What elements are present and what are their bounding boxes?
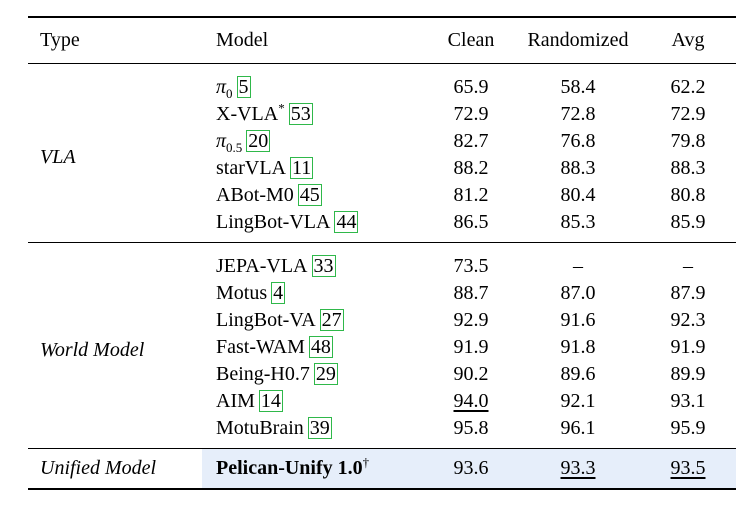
table-row: ABot-M0 45 81.2 80.4 80.8	[28, 182, 736, 209]
randomized-cell: 88.3	[560, 156, 596, 179]
avg-cell: 92.3	[670, 308, 706, 331]
avg-cell: 72.9	[670, 102, 706, 125]
model-cell: Being-H0.7 29	[216, 362, 338, 385]
avg-cell: –	[640, 241, 736, 280]
clean-cell: 88.2	[453, 156, 489, 179]
citation[interactable]: 27	[319, 308, 344, 331]
clean-cell: 73.5	[426, 241, 516, 280]
group-type-unified-model: Unified Model	[28, 447, 202, 490]
randomized-cell: 92.1	[560, 389, 596, 412]
citation[interactable]: 11	[289, 156, 314, 179]
citation[interactable]: 45	[297, 183, 322, 206]
header-row: Type Model Clean Randomized Avg	[28, 16, 736, 64]
clean-cell: 92.9	[453, 308, 489, 331]
citation[interactable]: 33	[311, 254, 336, 277]
randomized-cell: 80.4	[560, 183, 596, 206]
avg-cell: 89.9	[670, 362, 706, 385]
model-cell: π0 5	[216, 75, 251, 101]
citation[interactable]: 4	[271, 281, 286, 304]
clean-cell: 94.0	[453, 389, 489, 412]
citation[interactable]: 39	[307, 416, 332, 439]
clean-cell: 91.9	[453, 335, 489, 358]
avg-cell: 62.2	[670, 75, 706, 98]
citation[interactable]: 20	[246, 129, 271, 152]
table-row: X-VLA* 53 72.9 72.8 72.9	[28, 101, 736, 128]
model-cell: AIM 14	[216, 389, 283, 412]
table-row: Motus 4 88.7 87.0 87.9	[28, 280, 736, 307]
model-cell: π0.5 20	[216, 129, 271, 155]
avg-cell: 93.5	[640, 447, 736, 490]
randomized-cell: 91.6	[560, 308, 596, 331]
model-cell: Motus 4	[216, 281, 286, 304]
table-row: Fast-WAM 48 91.9 91.8 91.9	[28, 334, 736, 361]
model-cell: starVLA 11	[216, 156, 314, 179]
model-cell: X-VLA* 53	[216, 99, 313, 125]
citation[interactable]: 44	[334, 210, 359, 233]
table-row: LingBot-VLA 44 86.5 85.3 85.9	[28, 209, 736, 243]
model-cell: LingBot-VLA 44	[216, 210, 359, 233]
avg-cell: 80.8	[670, 183, 706, 206]
header-model: Model	[202, 16, 426, 64]
avg-cell: 91.9	[670, 335, 706, 358]
header-avg: Avg	[640, 16, 736, 64]
table-row: AIM 14 94.0 92.1 93.1	[28, 388, 736, 415]
model-cell: ABot-M0 45	[216, 183, 322, 206]
table-row: Being-H0.7 29 90.2 89.6 89.9	[28, 361, 736, 388]
results-table: Type Model Clean Randomized Avg VLA π0 5 …	[28, 16, 736, 490]
citation[interactable]: 14	[258, 389, 283, 412]
table-row: π0.5 20 82.7 76.8 79.8	[28, 128, 736, 155]
randomized-cell: –	[516, 241, 640, 280]
avg-cell: 95.9	[670, 416, 706, 439]
header-randomized: Randomized	[516, 16, 640, 64]
citation[interactable]: 5	[236, 75, 251, 98]
citation[interactable]: 53	[288, 102, 313, 125]
clean-cell: 65.9	[453, 75, 489, 98]
clean-cell: 82.7	[453, 129, 489, 152]
randomized-cell: 89.6	[560, 362, 596, 385]
citation[interactable]: 48	[308, 335, 333, 358]
clean-cell: 86.5	[453, 210, 489, 233]
avg-cell: 79.8	[670, 129, 706, 152]
randomized-cell: 87.0	[560, 281, 596, 304]
table-row: VLA π0 5 65.9 58.4 62.2	[28, 63, 736, 168]
avg-cell: 85.9	[670, 210, 706, 233]
clean-cell: 90.2	[453, 362, 489, 385]
table-row: Unified Model Pelican-Unify 1.0† 93.6 93…	[28, 447, 736, 490]
randomized-cell: 96.1	[560, 416, 596, 439]
randomized-cell: 93.3	[516, 447, 640, 490]
avg-cell: 87.9	[670, 281, 706, 304]
clean-cell: 93.6	[426, 447, 516, 490]
header-type: Type	[28, 16, 202, 64]
randomized-cell: 58.4	[560, 75, 596, 98]
model-cell: LingBot-VA 27	[216, 308, 344, 331]
avg-cell: 93.1	[670, 389, 706, 412]
header-clean: Clean	[426, 16, 516, 64]
table-row: MotuBrain 39 95.8 96.1 95.9	[28, 415, 736, 449]
clean-cell: 95.8	[453, 416, 489, 439]
group-type-vla: VLA	[40, 146, 76, 168]
avg-cell: 88.3	[670, 156, 706, 179]
model-cell: MotuBrain 39	[216, 416, 332, 439]
model-cell: JEPA-VLA 33	[202, 241, 426, 280]
randomized-cell: 85.3	[560, 210, 596, 233]
randomized-cell: 76.8	[560, 129, 596, 152]
model-cell: Fast-WAM 48	[216, 335, 333, 358]
clean-cell: 72.9	[453, 102, 489, 125]
citation[interactable]: 29	[313, 362, 338, 385]
randomized-cell: 72.8	[560, 102, 596, 125]
group-type-world-model: World Model	[28, 241, 202, 448]
model-cell: Pelican-Unify 1.0†	[202, 447, 426, 490]
table-row: starVLA 11 88.2 88.3 88.3	[28, 155, 736, 182]
clean-cell: 81.2	[453, 183, 489, 206]
table-row: LingBot-VA 27 92.9 91.6 92.3	[28, 307, 736, 334]
randomized-cell: 91.8	[560, 335, 596, 358]
clean-cell: 88.7	[453, 281, 489, 304]
table-row: World Model JEPA-VLA 33 73.5 – –	[28, 241, 736, 448]
